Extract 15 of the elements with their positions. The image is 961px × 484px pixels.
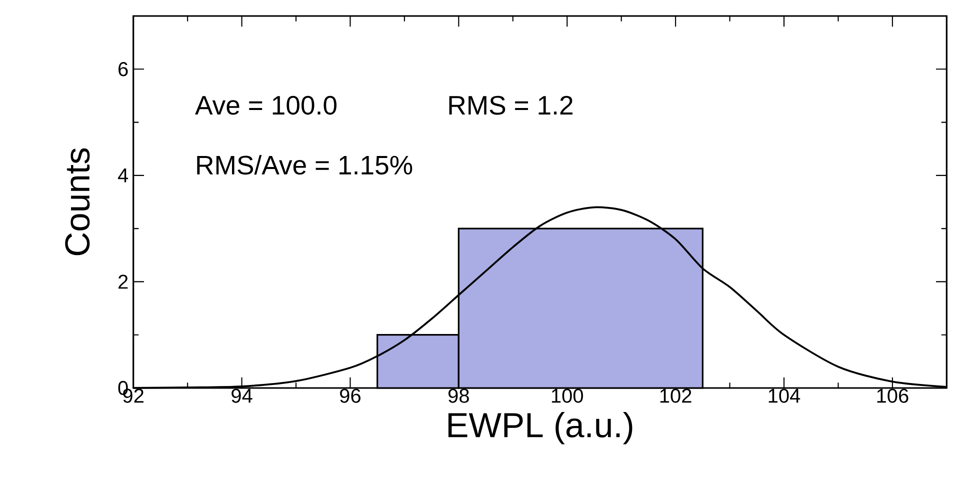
x-tick-label: 102 — [660, 388, 692, 403]
x-tick-label: 96 — [340, 388, 360, 403]
x-tick-label: 106 — [877, 388, 908, 403]
x-tick-label: 100 — [552, 388, 583, 403]
y-tick-label: 2 — [118, 274, 128, 289]
x-tick-label: 98 — [448, 388, 469, 403]
y-tick-label: 6 — [118, 62, 128, 76]
y-axis-title: Counts — [65, 148, 90, 256]
annotation: Ave = 100.0 — [195, 96, 336, 115]
annotation: RMS = 1.2 — [449, 96, 572, 115]
y-tick-label: 4 — [118, 168, 128, 182]
x-tick-label: 104 — [768, 388, 800, 403]
annotation: RMS/Ave = 1.15% — [197, 155, 412, 175]
x-tick-label: 94 — [232, 388, 252, 403]
x-axis-title: EWPL (a.u.) — [448, 412, 632, 444]
